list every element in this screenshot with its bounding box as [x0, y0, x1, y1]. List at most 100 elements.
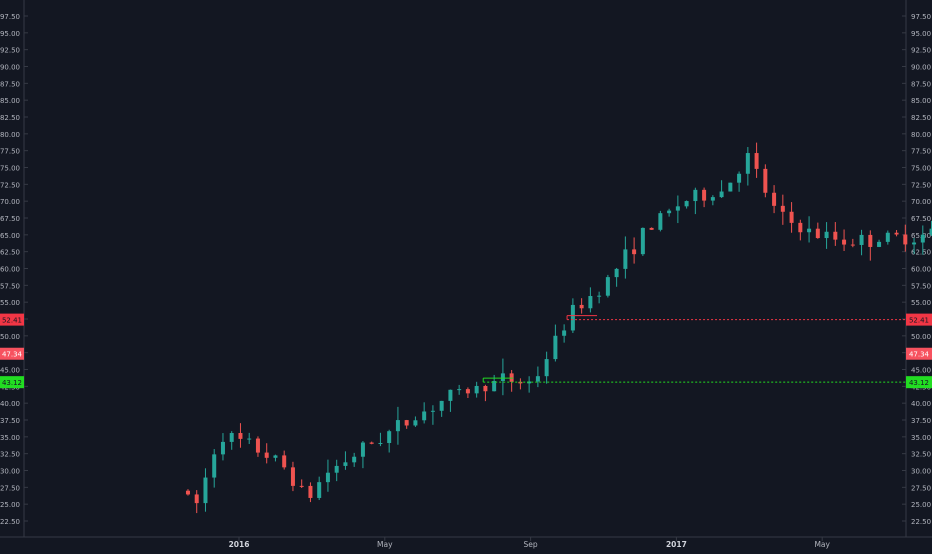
candle-body — [500, 373, 505, 381]
candle-body — [255, 438, 260, 453]
left-tick-label: 97.50 — [0, 13, 20, 21]
time-tick-label: 2016 — [229, 540, 250, 549]
right-tick-label: 67.50 — [911, 215, 931, 223]
right-level-badge — [906, 376, 932, 389]
candle-body — [675, 206, 680, 211]
candle-body — [850, 244, 855, 246]
candle-body — [588, 296, 593, 309]
candle-body — [448, 389, 453, 401]
right-tick-label: 55.00 — [911, 299, 931, 307]
candle-body — [562, 330, 567, 336]
candle-body — [325, 472, 330, 483]
right-tick-label: 95.00 — [911, 30, 931, 38]
candle-body — [343, 462, 348, 466]
right-tick-label: 62.50 — [911, 249, 931, 257]
last-price-label: 47.34 — [2, 351, 23, 359]
candle-body — [597, 295, 602, 297]
right-tick-label: 32.50 — [911, 451, 931, 459]
candle-body — [754, 153, 759, 169]
candle-body — [579, 304, 584, 309]
horizontal-levels-layer[interactable] — [482, 315, 906, 383]
right-tick-label: 70.00 — [911, 198, 931, 206]
candle-body — [492, 380, 497, 392]
candle-body — [457, 389, 462, 391]
left-tick-label: 50.00 — [0, 333, 20, 341]
left-tick-label: 67.50 — [0, 215, 20, 223]
candle-body — [658, 213, 663, 230]
candle-body — [763, 168, 768, 193]
right-tick-label: 57.50 — [911, 282, 931, 290]
candle-body — [789, 211, 794, 223]
left-tick-label: 37.50 — [0, 417, 20, 425]
left-tick-label: 35.00 — [0, 434, 20, 442]
candle-body — [649, 227, 654, 230]
candle-body — [238, 433, 243, 439]
right-tick-label: 25.00 — [911, 501, 931, 509]
left-tick-label: 45.00 — [0, 367, 20, 375]
left-tick-label: 30.00 — [0, 468, 20, 476]
level-price-label: 52.41 — [909, 317, 929, 325]
left-tick-label: 27.50 — [0, 484, 20, 492]
left-tick-label: 60.00 — [0, 266, 20, 274]
right-tick-label: 82.50 — [911, 114, 931, 122]
left-tick-label: 95.00 — [0, 30, 20, 38]
candle-body — [780, 205, 785, 212]
right-tick-label: 75.00 — [911, 165, 931, 173]
right-level-badge — [906, 313, 932, 326]
candle-body — [640, 227, 645, 255]
right-tick-label: 80.00 — [911, 131, 931, 139]
candle-body — [929, 228, 932, 235]
candle-body — [535, 376, 540, 382]
candle-body — [509, 373, 514, 382]
candle-body — [719, 191, 724, 198]
left-tick-label: 77.50 — [0, 148, 20, 156]
candle-body — [894, 232, 899, 235]
right-tick-label: 27.50 — [911, 484, 931, 492]
candle-body — [422, 411, 427, 421]
candle-body — [737, 173, 742, 183]
candle-body — [553, 335, 558, 360]
candle-body — [360, 442, 365, 457]
candle-body — [378, 442, 383, 444]
right-tick-label: 60.00 — [911, 266, 931, 274]
candle-body — [229, 433, 234, 442]
candle-body — [702, 189, 707, 201]
candle-body — [605, 277, 610, 296]
time-axis: 2016MaySep2017MaySep2018MaySep2019MaySep… — [229, 537, 831, 549]
candle-body — [273, 455, 278, 458]
candle-body — [352, 456, 357, 463]
level-price-label: 43.12 — [909, 379, 929, 387]
candle-body — [807, 228, 812, 233]
candle-body — [282, 455, 287, 468]
left-tick-label: 22.50 — [0, 518, 20, 526]
candle-body — [833, 231, 838, 240]
candle-body — [220, 441, 225, 455]
level-price-label: 43.12 — [2, 379, 22, 387]
left-tick-label: 65.00 — [0, 232, 20, 240]
time-tick-label: May — [814, 540, 830, 549]
left-tick-label: 75.00 — [0, 165, 20, 173]
right-tick-label: 72.50 — [911, 181, 931, 189]
candle-body — [798, 222, 803, 233]
right-tick-label: 37.50 — [911, 417, 931, 425]
left-tick-label: 55.00 — [0, 299, 20, 307]
candle-body — [570, 304, 575, 331]
candle-body — [877, 241, 882, 247]
candle-body — [815, 228, 820, 239]
candle-body — [868, 234, 873, 247]
candle-body — [299, 485, 304, 487]
candle-body — [693, 189, 698, 202]
right-tick-label: 85.00 — [911, 97, 931, 105]
right-tick-label: 87.50 — [911, 80, 931, 88]
last-price-label: 47.34 — [909, 351, 930, 359]
left-tick-label: 57.50 — [0, 282, 20, 290]
candle-body — [308, 485, 313, 498]
right-tick-label: 97.50 — [911, 13, 931, 21]
time-tick-label: 2017 — [666, 540, 687, 549]
candle-body — [264, 452, 269, 458]
left-tick-label: 25.00 — [0, 501, 20, 509]
right-tick-label: 35.00 — [911, 434, 931, 442]
candle-body — [430, 410, 435, 412]
